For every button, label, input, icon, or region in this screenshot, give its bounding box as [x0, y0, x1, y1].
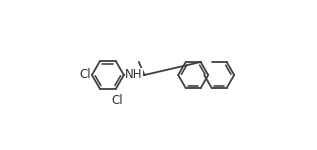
Text: NH: NH — [126, 69, 143, 81]
Text: Cl: Cl — [111, 94, 123, 107]
Text: Cl: Cl — [79, 69, 91, 81]
